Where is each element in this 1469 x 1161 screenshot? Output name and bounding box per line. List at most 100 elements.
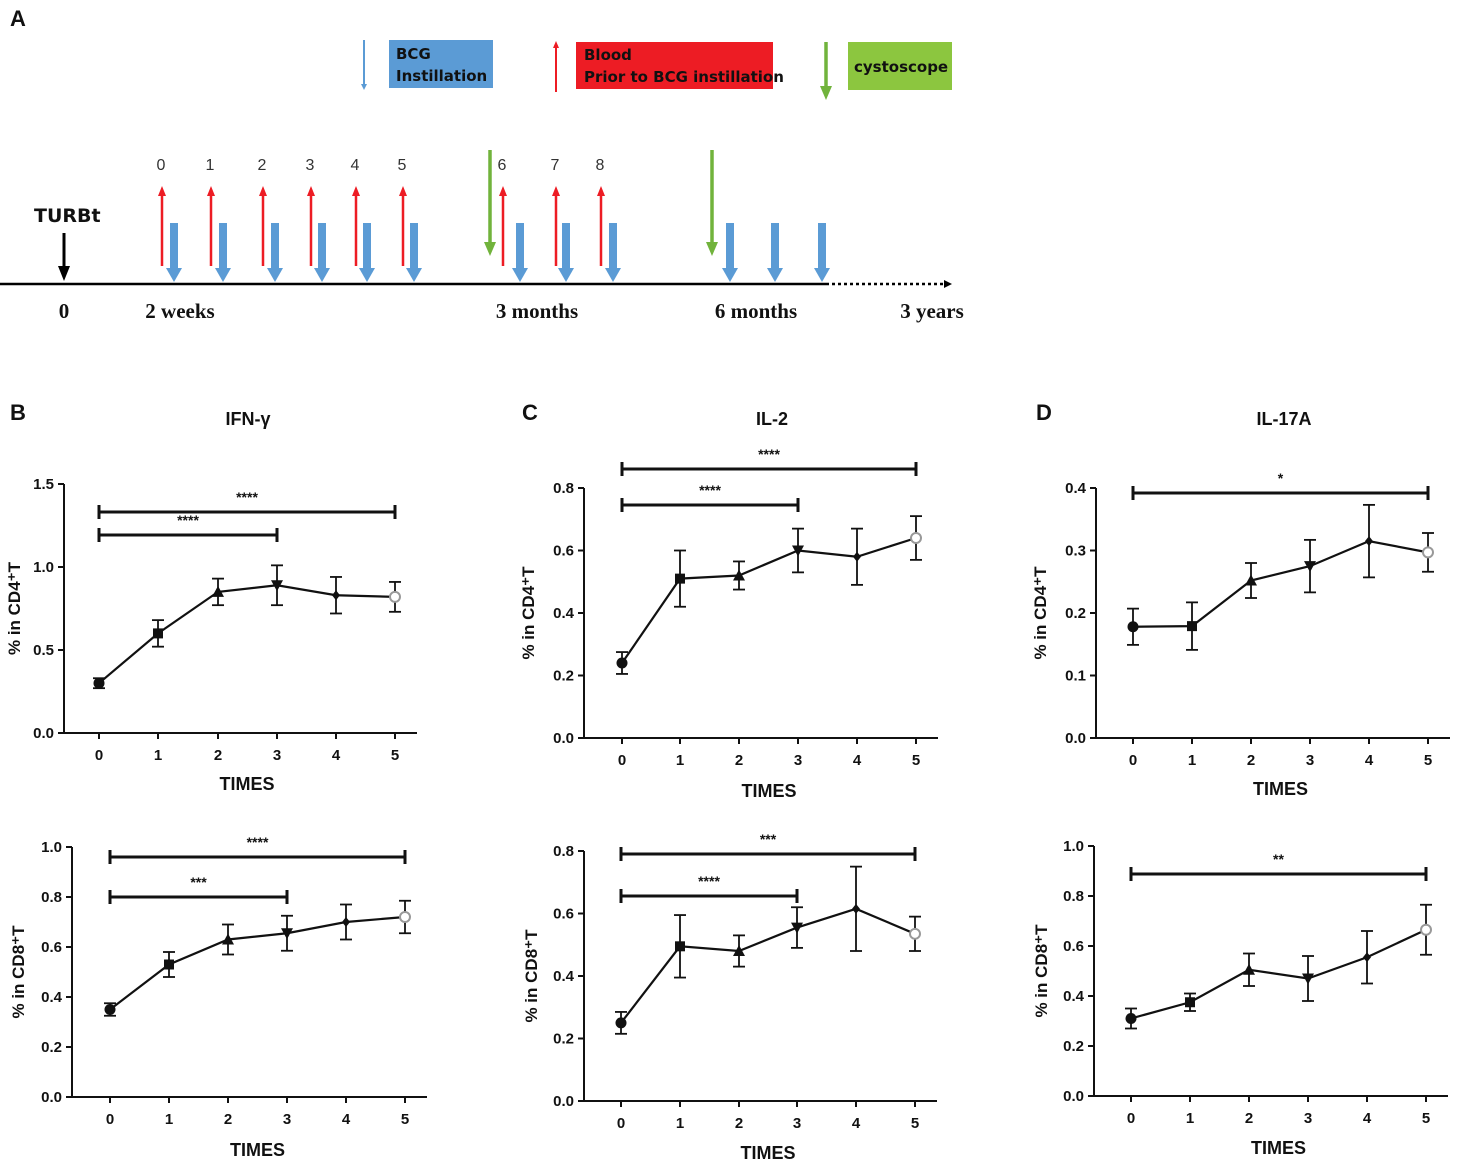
y-tick-label: 1.0 bbox=[1063, 838, 1084, 855]
panel-label-c: C bbox=[522, 400, 538, 425]
bcg-arrowhead-icon bbox=[767, 268, 783, 282]
legend-bcg-label-1: BCG bbox=[396, 45, 431, 63]
x-tick-label: 2 bbox=[214, 747, 222, 764]
chart-c-cd4: IL-2 0.0 0.2 0.4 0.6 0.8 0 1 2 3 4 5 TIMES % in CD4⁺T… bbox=[519, 409, 938, 801]
data-point-square bbox=[1187, 621, 1197, 632]
y-tick-label: 0.2 bbox=[41, 1039, 62, 1056]
timeline-end-arrow-icon bbox=[944, 280, 952, 288]
significance-label: * bbox=[1278, 470, 1284, 486]
bcg-arrowhead-icon bbox=[215, 268, 231, 282]
y-tick-label: 0.1 bbox=[1065, 668, 1086, 685]
panel-a: A BCG Instillation Blood Prior to BCG in… bbox=[0, 6, 964, 323]
y-tick-label: 0.0 bbox=[1063, 1088, 1084, 1105]
y-tick-label: 0.2 bbox=[1063, 1038, 1084, 1055]
significance-label: **** bbox=[236, 489, 258, 505]
timeline-legend: BCG Instillation Blood Prior to BCG inst… bbox=[361, 40, 952, 100]
blood-arrowhead-icon bbox=[307, 186, 315, 196]
y-tick-label: 0.6 bbox=[553, 906, 574, 923]
data-point-triangle-up bbox=[1243, 963, 1255, 975]
bcg-arrowhead-icon bbox=[605, 268, 621, 282]
y-tick-label: 0.0 bbox=[553, 1093, 574, 1110]
x-tick-label: 1 bbox=[1188, 752, 1196, 769]
data-point-triangle-down bbox=[792, 545, 804, 557]
y-tick-label: 0.5 bbox=[33, 642, 54, 659]
x-tick-label: 1 bbox=[676, 1115, 684, 1132]
x-tick-label: 3 bbox=[283, 1111, 291, 1128]
y-axis-label: % in CD8⁺T bbox=[9, 925, 28, 1019]
x-tick-label: 0 bbox=[106, 1111, 114, 1128]
data-point-circle bbox=[1127, 621, 1139, 633]
data-point-circle bbox=[615, 1017, 627, 1029]
chart-b-cd4: IFN-γ 0.0 0.5 1.0 1.5 0 1 2 3 4 5 TIMES % in CD4⁺T **… bbox=[5, 409, 417, 794]
significance-label: **** bbox=[699, 482, 721, 498]
data-point-open-circle bbox=[399, 911, 411, 923]
bcg-arrowhead-icon bbox=[722, 268, 738, 282]
bcg-arrow-1 bbox=[219, 223, 227, 269]
x-tick-label: 3 bbox=[273, 747, 281, 764]
y-tick-label: 1.0 bbox=[33, 559, 54, 576]
y-tick-label: 0.3 bbox=[1065, 543, 1086, 560]
data-point-open-circle bbox=[910, 532, 922, 544]
data-point-open-circle bbox=[1420, 923, 1432, 936]
data-point-triangle-down bbox=[271, 580, 283, 592]
y-axis-label: % in CD4⁺T bbox=[1031, 566, 1050, 660]
x-axis-label: TIMES bbox=[219, 774, 274, 794]
data-point-triangle-up bbox=[1245, 574, 1257, 586]
bcg-arrowhead-icon bbox=[359, 268, 375, 282]
legend-cystoscope-box bbox=[848, 42, 952, 90]
x-tick-label: 0 bbox=[95, 747, 103, 764]
x-tick-label: 0 bbox=[1129, 752, 1137, 769]
significance-label: **** bbox=[247, 834, 269, 850]
series-line bbox=[621, 536, 917, 664]
y-tick-label: 0.4 bbox=[553, 605, 575, 622]
bcg-arrowhead-icon bbox=[166, 268, 182, 282]
legend-bcg-box bbox=[389, 40, 493, 88]
y-tick-label: 0.6 bbox=[553, 543, 574, 560]
blood-sample-number: 3 bbox=[306, 157, 315, 174]
x-tick-label: 1 bbox=[154, 747, 162, 764]
x-tick-label: 0 bbox=[1127, 1110, 1135, 1127]
data-point-triangle-up bbox=[222, 933, 234, 945]
y-tick-label: 0.0 bbox=[553, 730, 574, 747]
data-point-triangle-down bbox=[1302, 973, 1314, 985]
timeline-label-3-years: 3 years bbox=[900, 299, 964, 323]
legend-bcg-arrowhead-icon bbox=[361, 84, 367, 90]
bcg-arrow-7 bbox=[562, 223, 570, 269]
x-axis-label: TIMES bbox=[740, 1143, 795, 1161]
significance-bracket: * bbox=[1131, 470, 1430, 500]
y-tick-label: 0.0 bbox=[41, 1089, 62, 1106]
significance-label: ** bbox=[1273, 851, 1284, 867]
y-axis-label: % in CD8⁺T bbox=[1032, 924, 1051, 1018]
bcg-arrow-0 bbox=[170, 223, 178, 269]
timeline-label-6-months: 6 months bbox=[715, 299, 797, 323]
blood-sample-number: 5 bbox=[398, 157, 407, 174]
blood-sample-number: 4 bbox=[351, 157, 360, 174]
blood-arrowhead-icon bbox=[207, 186, 215, 196]
data-point-diamond bbox=[1365, 536, 1373, 547]
x-axis-label: TIMES bbox=[230, 1140, 285, 1160]
legend-bcg-label-2: Instillation bbox=[396, 67, 487, 85]
x-tick-label: 4 bbox=[1363, 1110, 1372, 1127]
x-tick-label: 5 bbox=[912, 752, 920, 769]
significance-bracket: **** bbox=[619, 873, 799, 903]
x-tick-label: 4 bbox=[852, 1115, 861, 1132]
significance-bracket: *** bbox=[619, 831, 917, 861]
blood-arrowhead-icon bbox=[597, 186, 605, 196]
timeline-label-2-weeks: 2 weeks bbox=[145, 299, 214, 323]
x-tick-label: 3 bbox=[793, 1115, 801, 1132]
significance-label: **** bbox=[177, 512, 199, 528]
x-axis-label: TIMES bbox=[1251, 1138, 1306, 1158]
data-point-diamond bbox=[853, 551, 861, 562]
significance-bracket: **** bbox=[108, 834, 407, 864]
significance-bracket: ** bbox=[1129, 851, 1428, 881]
data-point-square bbox=[164, 959, 174, 970]
bcg-arrow-11 bbox=[818, 223, 826, 269]
bcg-arrow-9 bbox=[726, 223, 734, 269]
panel-label-a: A bbox=[10, 6, 26, 31]
bcg-arrow-10 bbox=[771, 223, 779, 269]
x-tick-label: 2 bbox=[1247, 752, 1255, 769]
bcg-arrow-6 bbox=[516, 223, 524, 269]
panel-label-d: D bbox=[1036, 400, 1052, 425]
y-tick-label: 1.0 bbox=[41, 839, 62, 856]
significance-label: **** bbox=[758, 446, 780, 462]
